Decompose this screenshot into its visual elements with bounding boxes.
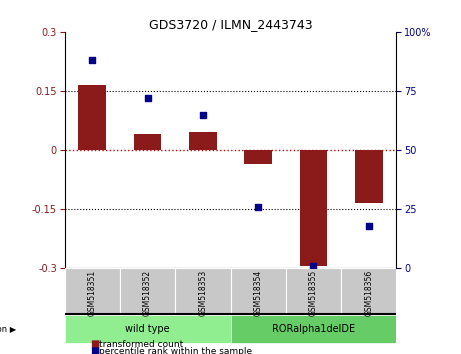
Text: GSM518356: GSM518356 <box>364 269 373 316</box>
Point <box>89 57 96 63</box>
Title: GDS3720 / ILMN_2443743: GDS3720 / ILMN_2443743 <box>149 18 312 31</box>
Point <box>144 95 151 101</box>
Point <box>310 263 317 269</box>
Bar <box>78 85 106 150</box>
Text: GSM518351: GSM518351 <box>88 269 97 316</box>
Point <box>199 112 207 118</box>
FancyBboxPatch shape <box>175 268 230 314</box>
Text: transformed count: transformed count <box>99 339 183 349</box>
Bar <box>355 150 383 203</box>
Text: RORalpha1delDE: RORalpha1delDE <box>272 324 355 334</box>
FancyBboxPatch shape <box>286 268 341 314</box>
Bar <box>134 134 161 150</box>
Text: GSM518353: GSM518353 <box>198 269 207 316</box>
Text: genotype/variation ▶: genotype/variation ▶ <box>0 325 17 334</box>
Text: ■: ■ <box>90 339 99 349</box>
FancyBboxPatch shape <box>65 315 230 343</box>
Text: GSM518352: GSM518352 <box>143 269 152 316</box>
Bar <box>244 150 272 164</box>
FancyBboxPatch shape <box>120 268 175 314</box>
FancyBboxPatch shape <box>341 268 396 314</box>
Bar <box>189 132 217 150</box>
FancyBboxPatch shape <box>230 315 396 343</box>
Text: wild type: wild type <box>125 324 170 334</box>
Text: GSM518355: GSM518355 <box>309 269 318 316</box>
Bar <box>300 150 327 266</box>
FancyBboxPatch shape <box>230 268 286 314</box>
Text: ■: ■ <box>90 346 99 354</box>
FancyBboxPatch shape <box>65 268 120 314</box>
Text: percentile rank within the sample: percentile rank within the sample <box>99 347 252 354</box>
Point <box>254 204 262 210</box>
Point <box>365 223 372 228</box>
Text: GSM518354: GSM518354 <box>254 269 263 316</box>
